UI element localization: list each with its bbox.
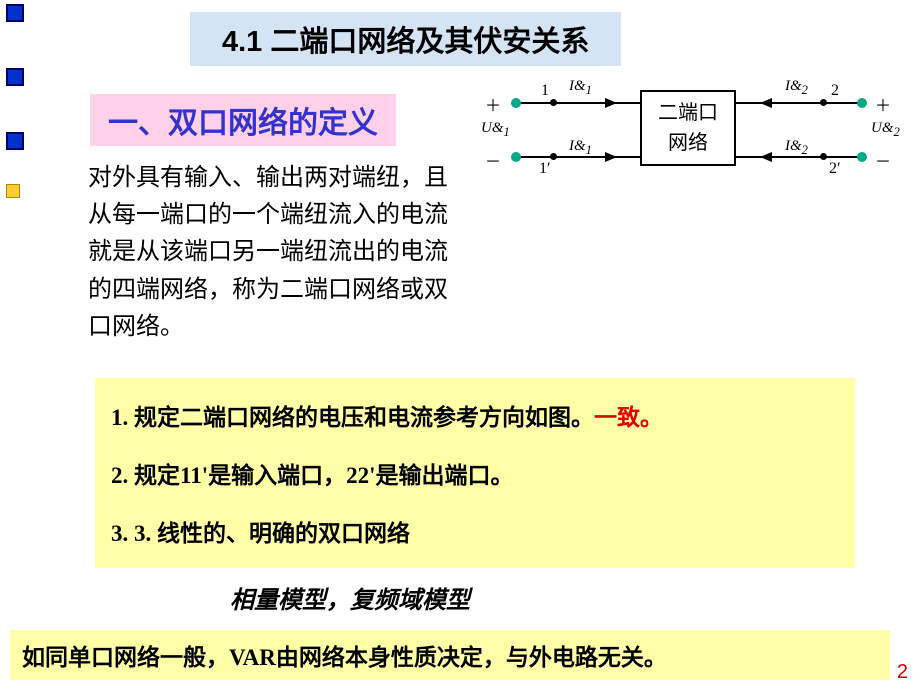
i2b-label: I& xyxy=(785,138,802,154)
u1-label: U& xyxy=(481,120,504,136)
bullet-column xyxy=(0,0,30,213)
two-port-diagram: 二端口 网络 1 1′ I&1 I&1 ＋ U&1 － 2 2′ I&2 I&2… xyxy=(475,80,895,180)
i1b-sub: 1 xyxy=(586,143,592,157)
u2-label: U& xyxy=(871,120,894,136)
u2-sub: 2 xyxy=(894,125,900,139)
i1b-label: I& xyxy=(569,138,586,154)
box-line1: 二端口 xyxy=(658,102,718,124)
page-number: 2 xyxy=(897,661,908,684)
bullet-icon xyxy=(6,132,24,150)
port2prime-label: 2′ xyxy=(829,160,841,178)
port2-label: 2 xyxy=(831,82,839,100)
i1-label: I& xyxy=(569,78,586,94)
plus-1: ＋ xyxy=(485,92,501,116)
rule-1a: 1. 规定二端口网络的电压和电流参考方向如图。 xyxy=(111,405,594,430)
u1-sub: 1 xyxy=(504,125,510,139)
footer-note: 如同单口网络一般，VAR由网络本身性质决定，与外电路无关。 xyxy=(10,630,890,680)
port1-label: 1 xyxy=(541,82,549,100)
box-line2: 网络 xyxy=(668,132,708,154)
rules-panel: 1. 规定二端口网络的电压和电流参考方向如图。一致。 2. 规定11'是输入端口… xyxy=(95,378,855,568)
bullet-icon xyxy=(6,4,24,22)
rule-1b: 一致。 xyxy=(594,405,663,430)
plus-2: ＋ xyxy=(875,92,891,116)
page-title: 4.1 二端口网络及其伏安关系 xyxy=(190,12,621,66)
minus-1: － xyxy=(485,148,501,172)
i2b-sub: 2 xyxy=(802,143,808,157)
rule-2: 2. 规定11'是输入端口，22'是输出端口。 xyxy=(111,456,839,490)
bullet-icon xyxy=(6,68,24,86)
i2-label: I& xyxy=(785,78,802,94)
rule-3: 3. 3. 线性的、明确的双口网络 xyxy=(111,514,839,548)
i1-sub: 1 xyxy=(586,83,592,97)
rule-1: 1. 规定二端口网络的电压和电流参考方向如图。一致。 xyxy=(111,398,839,432)
definition-paragraph: 对外具有输入、输出两对端纽，且从每一端口的一个端纽流入的电流就是从该端口另一端纽… xyxy=(88,160,448,346)
phasor-note: 相量模型，复频域模型 xyxy=(230,580,470,615)
minus-2: － xyxy=(875,148,891,172)
i2-sub: 2 xyxy=(802,83,808,97)
network-box: 二端口 网络 xyxy=(640,90,736,166)
bullet-icon xyxy=(6,184,20,198)
section-heading: 一、双口网络的定义 xyxy=(90,94,396,146)
port1prime-label: 1′ xyxy=(539,160,551,178)
